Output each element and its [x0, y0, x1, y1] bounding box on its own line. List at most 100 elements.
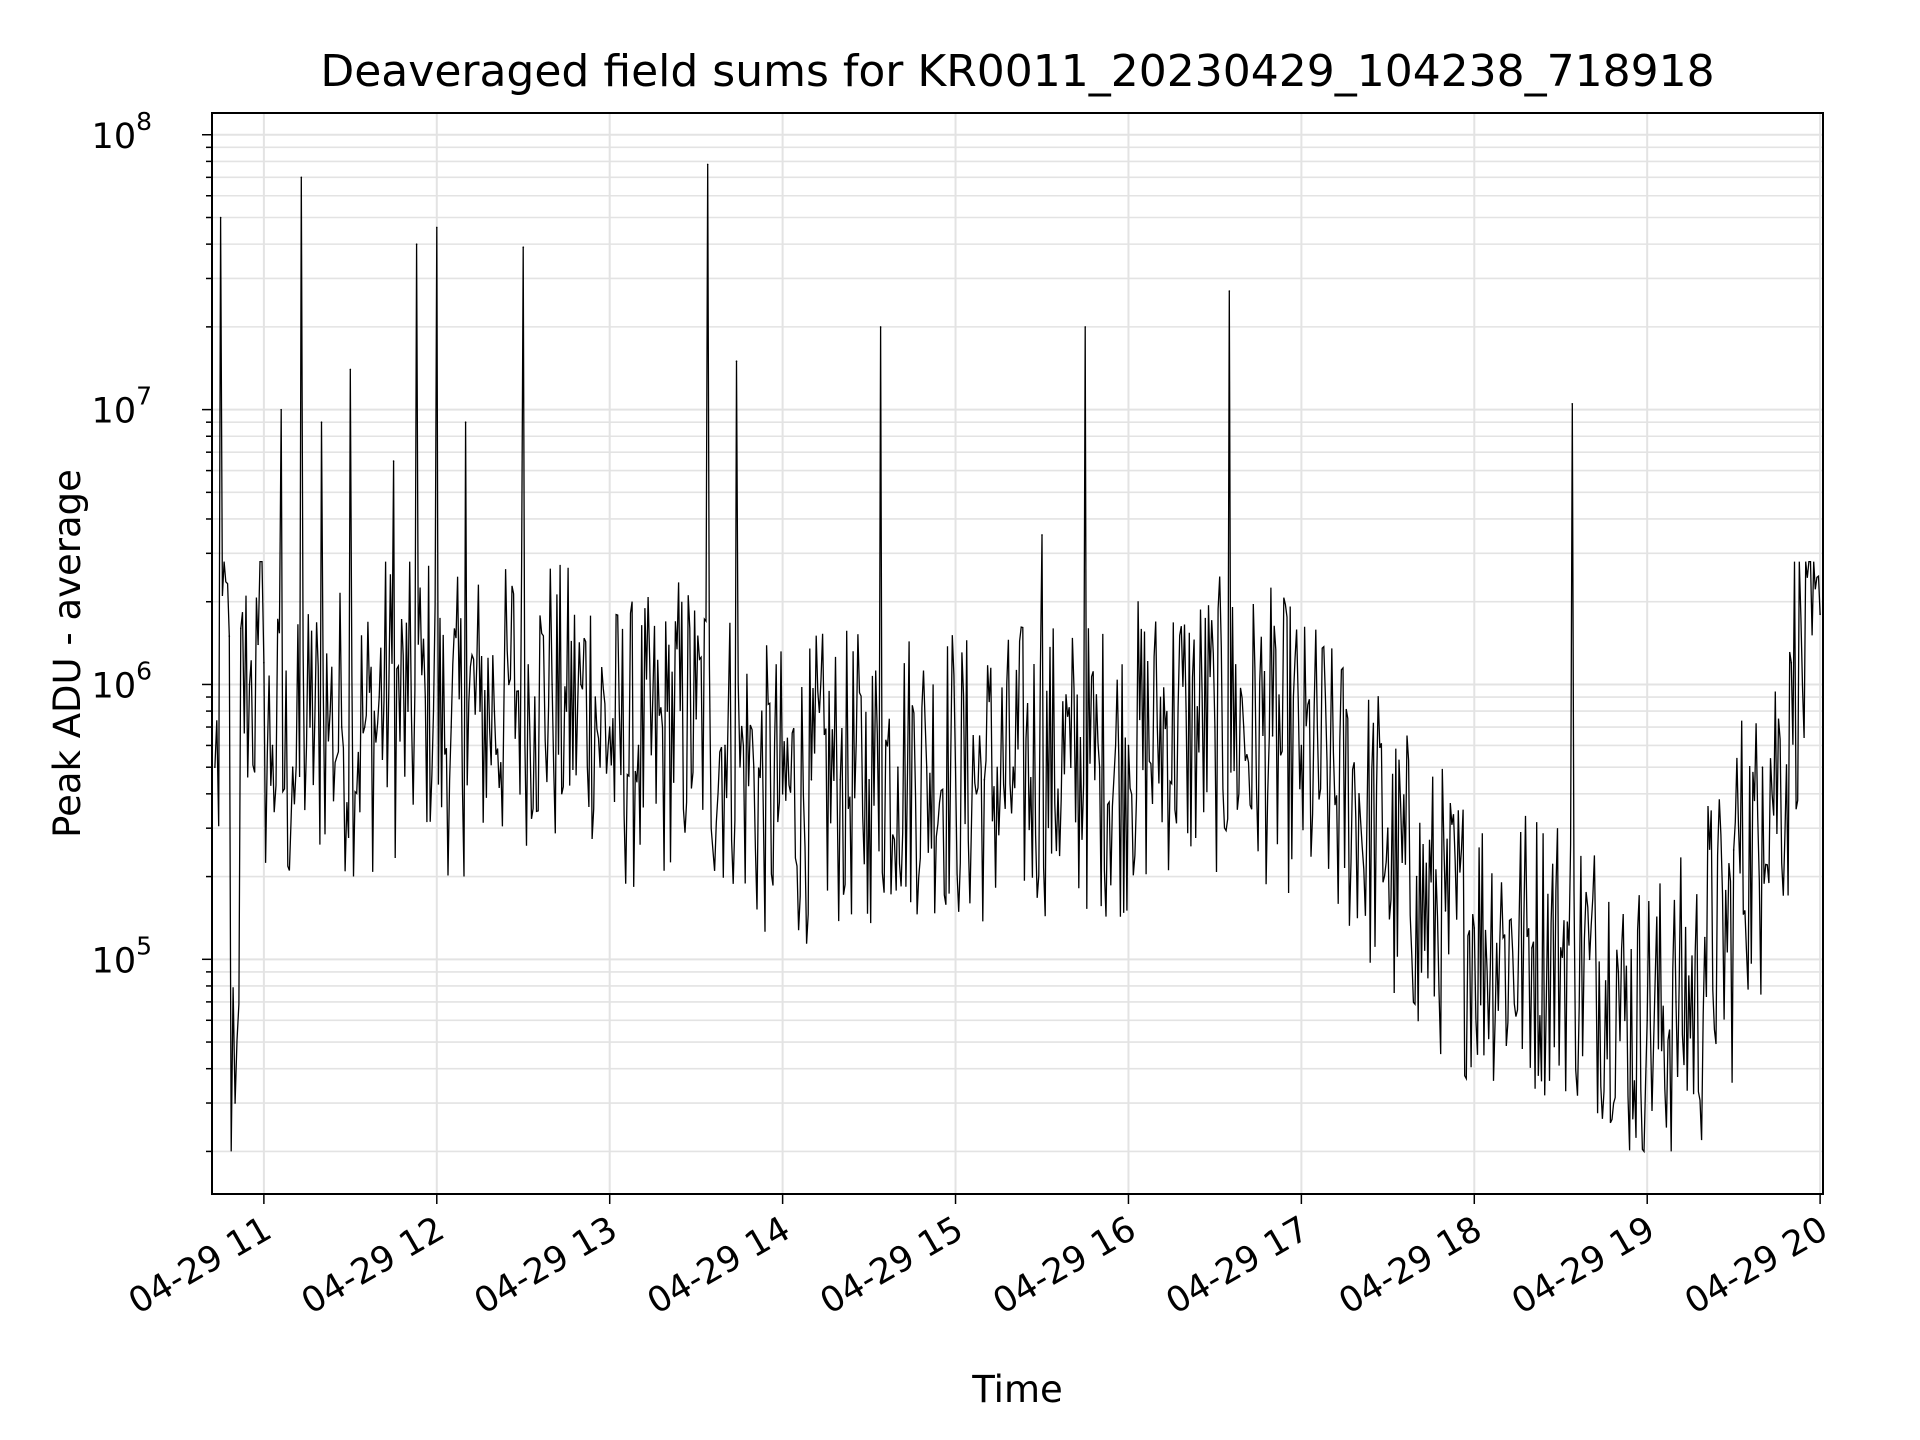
data-point — [228, 635, 231, 637]
data-point — [479, 710, 481, 712]
data-point — [349, 368, 352, 371]
data-point — [1415, 875, 1418, 878]
data-point — [810, 778, 813, 781]
data-point — [533, 696, 536, 698]
y-axis-label: Peak ADU - average — [46, 469, 89, 838]
data-point — [954, 766, 957, 769]
data-point — [1588, 958, 1591, 961]
data-point — [329, 710, 331, 712]
data-point — [724, 744, 726, 747]
x-tick-label: 04-29 17 — [1160, 1209, 1316, 1322]
y-tick-label: 105 — [92, 931, 152, 981]
x-tick-label: 04-29 16 — [987, 1209, 1143, 1322]
data-point — [271, 744, 274, 747]
x-tick-label: 04-29 19 — [1505, 1209, 1661, 1322]
data-point — [1646, 1019, 1649, 1022]
data-point — [1559, 947, 1562, 949]
data-point — [522, 246, 525, 248]
x-axis-label: Time — [971, 1368, 1063, 1411]
data-point — [392, 460, 395, 462]
data-point — [1761, 766, 1764, 769]
data-layer — [214, 163, 1821, 1154]
data-point — [424, 696, 427, 698]
data-point — [594, 696, 597, 698]
data-point — [781, 793, 784, 795]
y-tick-exponent: 8 — [136, 107, 152, 136]
data-point — [1675, 1001, 1677, 1003]
data-point — [1228, 290, 1231, 292]
y-tick-base: 10 — [92, 392, 137, 432]
chart-title: Deaveraged field sums for KR0011_2023042… — [320, 46, 1714, 97]
data-point — [309, 726, 311, 728]
data-point — [1704, 936, 1706, 939]
data-point — [263, 661, 265, 664]
data-point — [1531, 947, 1533, 949]
data-point — [1473, 927, 1476, 929]
data-point — [1819, 613, 1821, 616]
data-point — [407, 710, 409, 712]
data-point — [219, 216, 222, 219]
data-point — [257, 643, 259, 646]
data-point — [735, 360, 738, 363]
data-point — [1329, 766, 1331, 769]
data-point — [291, 766, 294, 769]
data-point — [608, 726, 611, 728]
data-point — [1070, 766, 1072, 769]
data-point — [666, 710, 669, 712]
y-tick-label: 106 — [92, 656, 152, 706]
data-point — [1242, 726, 1245, 728]
x-tick-label: 04-29 15 — [814, 1209, 970, 1322]
data-point — [1098, 766, 1101, 769]
data-point — [415, 243, 418, 245]
plot-frame — [211, 112, 1824, 1195]
data-point — [1502, 936, 1504, 939]
x-tick-label: 04-29 18 — [1332, 1209, 1488, 1322]
data-point — [435, 226, 438, 229]
y-tick-exponent: 7 — [136, 382, 152, 411]
data-point — [1012, 766, 1014, 769]
data-point — [214, 766, 216, 769]
x-tick-label: 04-29 11 — [122, 1209, 278, 1322]
data-point — [280, 408, 282, 411]
data-point — [1790, 661, 1793, 664]
data-point — [378, 696, 380, 698]
x-tick-label: 04-29 13 — [468, 1209, 624, 1322]
data-point — [706, 163, 709, 166]
data-point — [1271, 735, 1274, 737]
data-point — [753, 766, 755, 769]
data-point — [879, 326, 882, 328]
data-point — [1571, 402, 1574, 405]
grid — [212, 113, 1823, 1194]
data-point — [248, 683, 251, 686]
data-point — [637, 744, 640, 747]
x-tick-label: 04-29 14 — [641, 1209, 797, 1322]
y-tick-base: 10 — [92, 117, 137, 157]
y-tick-base: 10 — [92, 666, 137, 706]
x-tick-label: 04-29 12 — [295, 1209, 451, 1322]
data-point — [300, 176, 303, 179]
y-tick-exponent: 5 — [136, 931, 152, 960]
data-point — [1127, 744, 1130, 747]
data-point — [1214, 726, 1216, 728]
data-point — [983, 778, 986, 781]
data-point — [1156, 726, 1159, 728]
data-point — [925, 766, 928, 769]
data-point — [1041, 534, 1043, 536]
y-tick-base: 10 — [92, 941, 137, 981]
data-point — [551, 683, 553, 686]
series-line — [214, 164, 1821, 1154]
data-point — [1444, 910, 1447, 912]
data-point — [1387, 827, 1389, 829]
data-point — [363, 726, 366, 728]
data-point — [1617, 971, 1620, 973]
data-point — [1084, 326, 1087, 328]
data-point — [580, 683, 582, 686]
data-point — [240, 627, 242, 630]
data-point — [493, 710, 496, 712]
data-point — [508, 683, 510, 686]
data-point — [695, 718, 697, 720]
data-point — [320, 421, 323, 423]
x-tick-label: 04-29 20 — [1678, 1209, 1834, 1322]
